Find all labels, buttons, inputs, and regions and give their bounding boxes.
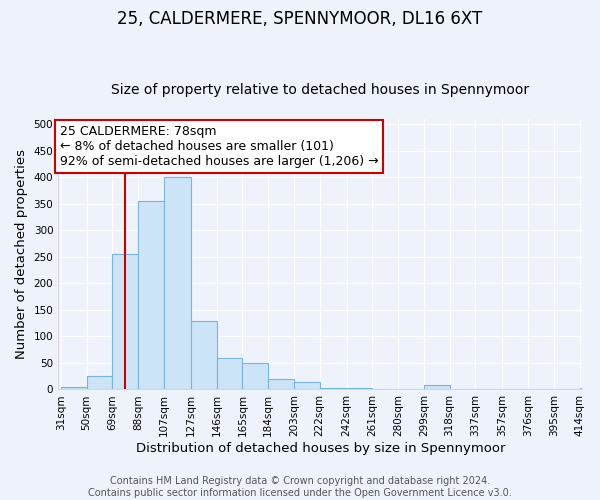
Bar xyxy=(112,254,138,390)
Bar xyxy=(61,387,86,390)
Bar xyxy=(294,382,320,390)
Bar xyxy=(164,178,191,390)
Bar xyxy=(580,388,600,390)
Bar xyxy=(242,363,268,390)
Bar xyxy=(217,358,242,390)
Text: 25, CALDERMERE, SPENNYMOOR, DL16 6XT: 25, CALDERMERE, SPENNYMOOR, DL16 6XT xyxy=(118,10,482,28)
X-axis label: Distribution of detached houses by size in Spennymoor: Distribution of detached houses by size … xyxy=(136,442,505,455)
Bar xyxy=(86,376,112,390)
Bar xyxy=(268,379,294,390)
Title: Size of property relative to detached houses in Spennymoor: Size of property relative to detached ho… xyxy=(111,83,529,97)
Bar xyxy=(191,320,217,390)
Text: Contains HM Land Registry data © Crown copyright and database right 2024.
Contai: Contains HM Land Registry data © Crown c… xyxy=(88,476,512,498)
Bar xyxy=(138,201,164,390)
Bar xyxy=(320,388,347,390)
Y-axis label: Number of detached properties: Number of detached properties xyxy=(15,149,28,359)
Text: 25 CALDERMERE: 78sqm
← 8% of detached houses are smaller (101)
92% of semi-detac: 25 CALDERMERE: 78sqm ← 8% of detached ho… xyxy=(59,125,378,168)
Bar xyxy=(347,388,373,390)
Bar xyxy=(424,385,449,390)
